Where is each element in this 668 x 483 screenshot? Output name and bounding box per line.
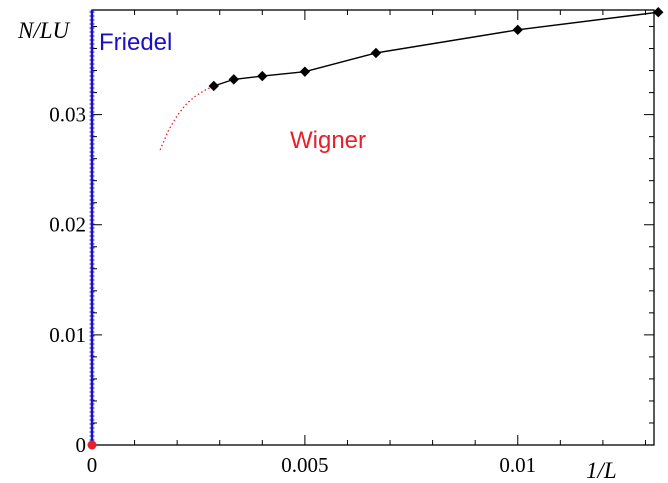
- friedel-axis-line: [89, 10, 95, 445]
- diamond-marker: [370, 47, 382, 59]
- series-layer: [159, 7, 664, 151]
- x-axis-title: 1/L: [586, 458, 617, 483]
- y-axis-title: N/LU: [17, 18, 71, 43]
- diamond-marker: [208, 80, 219, 92]
- dotted-extrapolation-line: [159, 86, 212, 151]
- plot-frame: [91, 9, 655, 446]
- diamond-marker: [228, 74, 239, 85]
- diamond-marker: [299, 66, 311, 77]
- x-tick-label: 0.005: [281, 453, 328, 477]
- y-tick-label: 0.01: [49, 323, 86, 347]
- diamond-marker: [653, 7, 664, 18]
- diamond-marker: [257, 70, 268, 82]
- wigner-label: Wigner: [290, 127, 366, 154]
- y-tick-label: 0: [76, 433, 87, 457]
- series-line: [213, 11, 659, 87]
- diamond-marker: [512, 24, 523, 36]
- x-tick-label: 0: [87, 453, 98, 477]
- origin-marker: [87, 440, 97, 450]
- y-tick-label: 0.02: [49, 213, 86, 237]
- y-tick-label: 0.03: [49, 103, 86, 127]
- axis-tick-labels: 0 0.005 0.01 0 0.01 0.02 0.03: [49, 103, 536, 477]
- axis-ticks: [91, 10, 654, 446]
- friedel-label: Friedel: [99, 29, 172, 56]
- x-tick-label: 0.01: [499, 453, 536, 477]
